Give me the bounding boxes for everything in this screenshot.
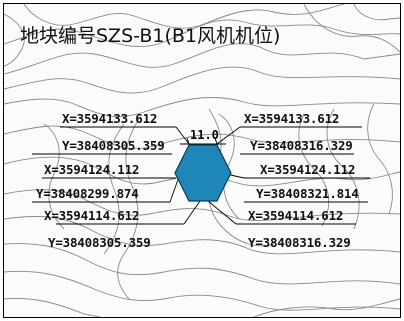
dimension-label: 11.0	[190, 128, 219, 142]
map-frame: 地块编号SZS-B1(B1风机机位) 11.0 X=3594133.612 Y=…	[3, 3, 401, 318]
coord-left-1-x: X=3594133.612	[62, 111, 157, 126]
coord-right-3-x: X=3594114.612	[248, 208, 343, 223]
turbine-site-hexagon	[174, 144, 232, 202]
coord-right-3-y: Y=38408316.329	[248, 235, 351, 250]
map-title: 地块编号SZS-B1(B1风机机位)	[20, 25, 280, 47]
coord-right-1-x: X=3594133.612	[244, 111, 339, 126]
topographic-map: 地块编号SZS-B1(B1风机机位) 11.0 X=3594133.612 Y=…	[4, 4, 400, 317]
coord-right-2-y: Y=38408321.814	[256, 186, 359, 201]
coord-right-1-y: Y=38408316.329	[250, 138, 353, 153]
coord-left-3-x: X=3594114.612	[44, 208, 139, 223]
coord-left-3-y: Y=38408305.359	[48, 235, 151, 250]
coord-left-2-x: X=3594124.112	[44, 162, 139, 177]
coord-right-2-x: X=3594124.112	[260, 162, 355, 177]
coord-left-2-y: Y=38408299.874	[36, 186, 139, 201]
coord-left-1-y: Y=38408305.359	[62, 138, 165, 153]
